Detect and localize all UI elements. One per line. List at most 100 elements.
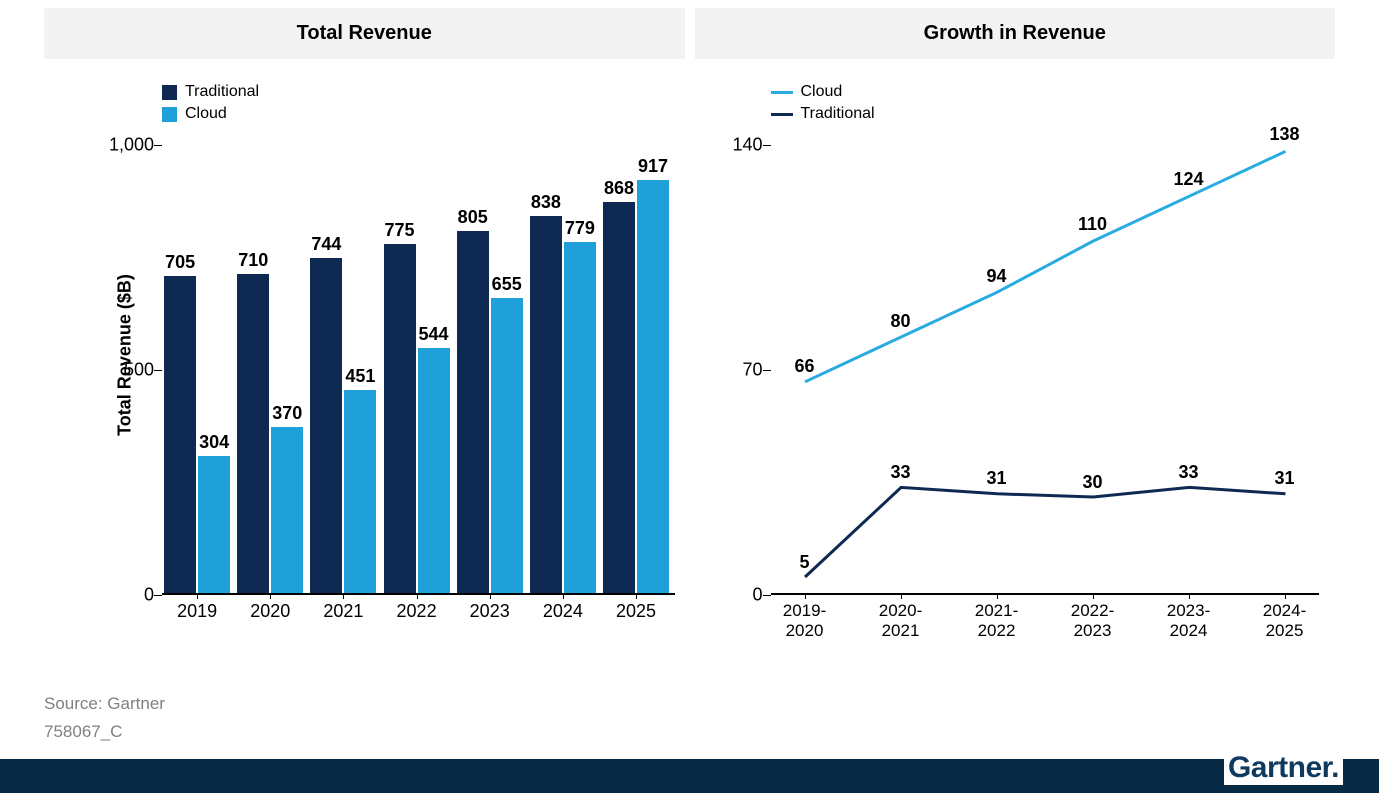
bar: 868 <box>603 202 635 593</box>
bar-value-label: 805 <box>458 207 488 228</box>
bar-value-label: 779 <box>565 218 595 239</box>
bar-value-label: 710 <box>238 250 268 271</box>
bar-ytick: 1,000 <box>104 135 154 156</box>
bar-xtick: 2024 <box>528 601 598 622</box>
line-xtick-mark <box>1285 593 1286 599</box>
line-value-label: 31 <box>986 468 1006 489</box>
line-xtick: 2022-2023 <box>1053 601 1133 642</box>
panel-growth-revenue: Growth in Revenue CloudTraditional 07014… <box>695 8 1336 635</box>
bar-value-label: 655 <box>492 274 522 295</box>
line-xtick-mark <box>901 593 902 599</box>
legend-item: Traditional <box>771 103 875 125</box>
bar-ytick-mark <box>154 145 162 146</box>
bar-xtick-mark <box>490 593 491 599</box>
bar-xtick-mark <box>197 593 198 599</box>
line-chart-plot-area: 070140668094110124138533313033312019-202… <box>771 145 1320 595</box>
legend-label: Cloud <box>801 81 843 103</box>
bar: 451 <box>344 390 376 593</box>
charts-container: Total Revenue TraditionalCloud Total Rev… <box>0 0 1379 635</box>
bar-value-label: 544 <box>419 324 449 345</box>
bar-xtick: 2020 <box>235 601 305 622</box>
bar-chart-title: Total Revenue <box>44 8 685 59</box>
line-value-label: 5 <box>799 552 809 573</box>
bar-xtick: 2022 <box>382 601 452 622</box>
panel-total-revenue: Total Revenue TraditionalCloud Total Rev… <box>44 8 685 635</box>
line-chart-legend: CloudTraditional <box>771 81 875 125</box>
gartner-logo: Gartner. <box>1224 751 1343 785</box>
line-ytick: 140 <box>725 135 763 156</box>
bar-xtick: 2023 <box>455 601 525 622</box>
line-xtick-mark <box>805 593 806 599</box>
legend-swatch <box>162 107 177 122</box>
bar-chart: TraditionalCloud Total Revenue ($B) 0500… <box>44 75 685 635</box>
legend-swatch <box>771 91 793 94</box>
bar-xtick-mark <box>563 593 564 599</box>
bar: 838 <box>530 216 562 593</box>
bar: 544 <box>418 348 450 593</box>
line-value-label: 33 <box>1178 462 1198 483</box>
line-series <box>805 487 1285 577</box>
bar-chart-plot-area: 05001,0007053042019710370202074445120217… <box>162 145 675 595</box>
line-value-label: 66 <box>794 356 814 377</box>
line-value-label: 94 <box>986 266 1006 287</box>
legend-item: Cloud <box>162 103 259 125</box>
bar-xtick: 2019 <box>162 601 232 622</box>
bar-value-label: 705 <box>165 252 195 273</box>
bar-chart-ylabel: Total Revenue ($B) <box>114 274 135 436</box>
bar-value-label: 775 <box>385 220 415 241</box>
bar-value-label: 744 <box>311 234 341 255</box>
legend-label: Traditional <box>801 103 875 125</box>
bar-value-label: 304 <box>199 432 229 453</box>
bar-xtick-mark <box>343 593 344 599</box>
bar: 370 <box>271 427 303 594</box>
bar: 779 <box>564 242 596 593</box>
legend-label: Traditional <box>185 81 259 103</box>
line-xtick: 2019-2020 <box>765 601 845 642</box>
line-ytick-mark <box>763 370 771 371</box>
line-value-label: 80 <box>890 311 910 332</box>
footer-code: 758067_C <box>44 722 122 742</box>
bar-xtick: 2021 <box>308 601 378 622</box>
bar-chart-legend: TraditionalCloud <box>162 81 259 125</box>
footer-source: Source: Gartner <box>44 694 165 714</box>
line-chart: CloudTraditional 07014066809411012413853… <box>695 75 1336 635</box>
line-ytick-mark <box>763 595 771 596</box>
line-xtick-mark <box>1093 593 1094 599</box>
bottom-bar <box>0 759 1379 793</box>
bar-ytick-mark <box>154 370 162 371</box>
bar-ytick: 500 <box>104 360 154 381</box>
bar-ytick-mark <box>154 595 162 596</box>
line-ytick-mark <box>763 145 771 146</box>
line-value-label: 110 <box>1078 214 1107 235</box>
line-xtick: 2023-2024 <box>1149 601 1229 642</box>
bar-value-label: 370 <box>272 403 302 424</box>
legend-swatch <box>771 113 793 116</box>
line-chart-svg <box>771 145 1320 593</box>
legend-item: Cloud <box>771 81 875 103</box>
line-series <box>805 151 1285 381</box>
bar-xtick: 2025 <box>601 601 671 622</box>
bar: 744 <box>310 258 342 593</box>
line-value-label: 124 <box>1173 169 1203 190</box>
line-chart-title: Growth in Revenue <box>695 8 1336 59</box>
bar: 917 <box>637 180 669 593</box>
bar-value-label: 917 <box>638 156 668 177</box>
bar: 775 <box>384 244 416 593</box>
line-xtick-mark <box>997 593 998 599</box>
line-value-label: 30 <box>1082 472 1102 493</box>
bar: 805 <box>457 231 489 593</box>
bar-xtick-mark <box>417 593 418 599</box>
legend-swatch <box>162 85 177 100</box>
bar-value-label: 451 <box>345 366 375 387</box>
legend-label: Cloud <box>185 103 227 125</box>
bar-xtick-mark <box>270 593 271 599</box>
line-ytick: 70 <box>725 360 763 381</box>
bar-xtick-mark <box>636 593 637 599</box>
legend-item: Traditional <box>162 81 259 103</box>
line-xtick: 2021-2022 <box>957 601 1037 642</box>
line-xtick-mark <box>1189 593 1190 599</box>
bar: 304 <box>198 456 230 593</box>
line-value-label: 33 <box>890 462 910 483</box>
bar: 710 <box>237 274 269 594</box>
line-xtick: 2020-2021 <box>861 601 941 642</box>
